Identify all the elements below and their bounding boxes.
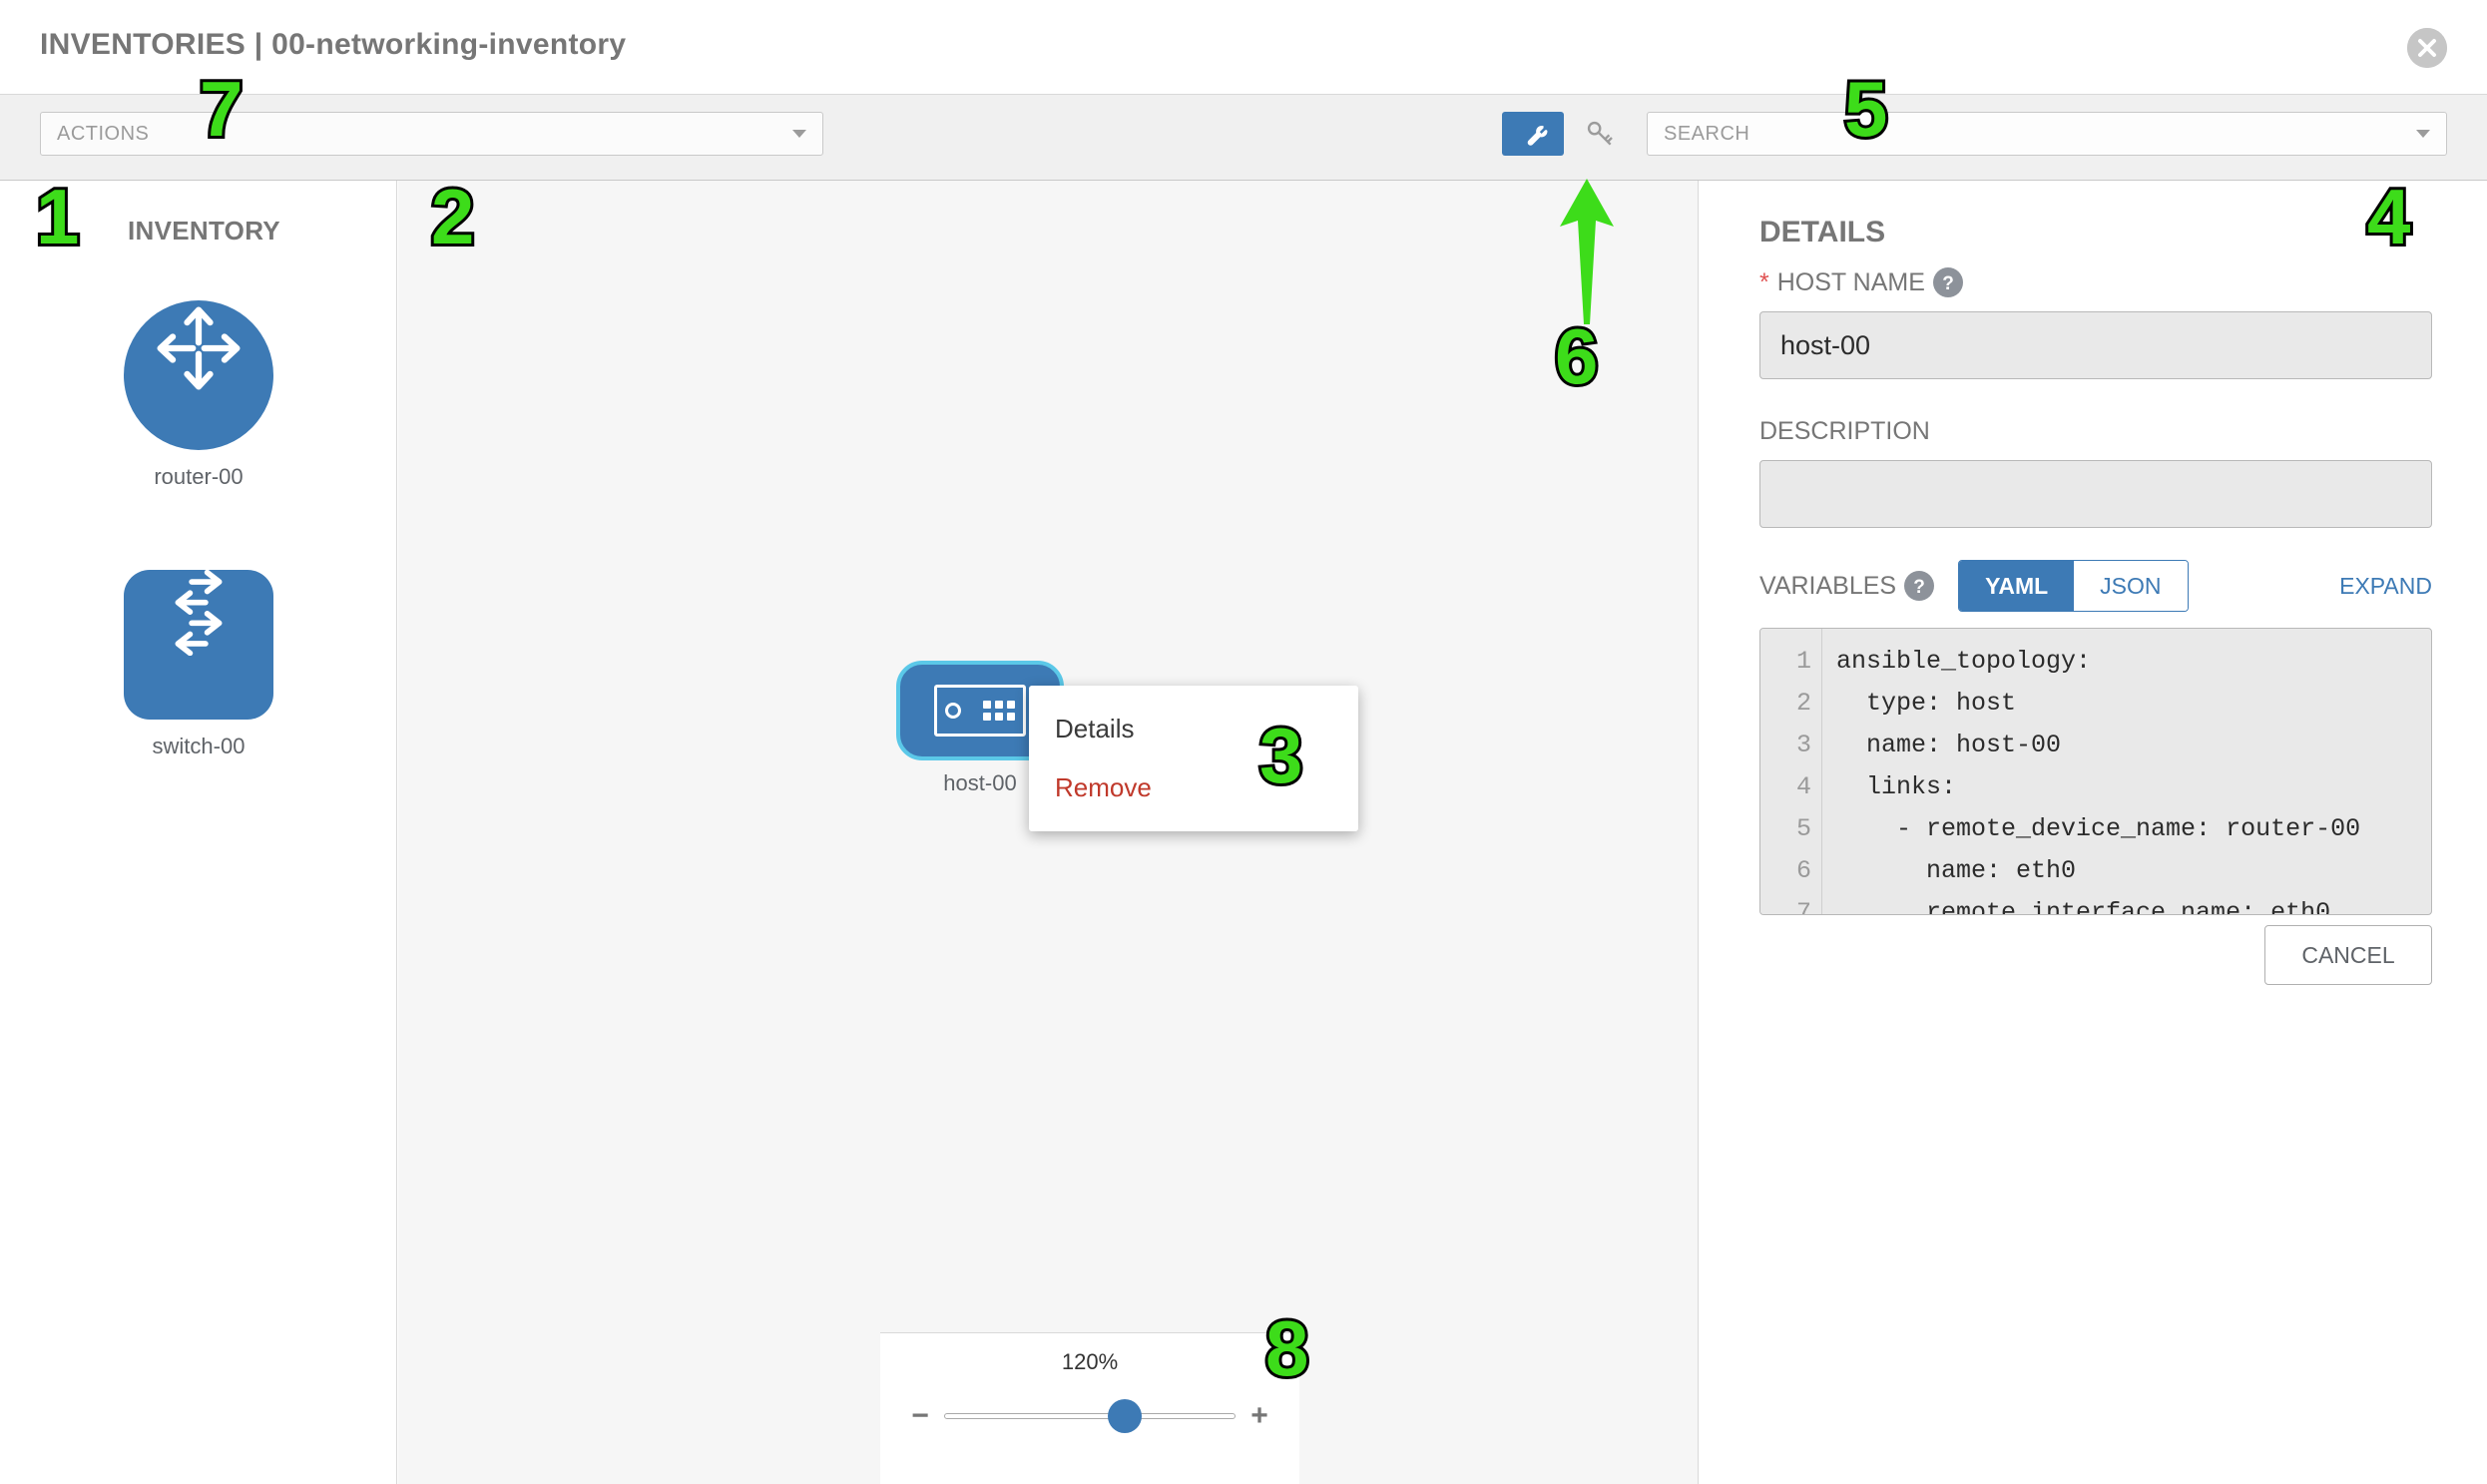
svg-text:?: ? — [1942, 273, 1954, 294]
svg-text:?: ? — [1913, 577, 1925, 598]
